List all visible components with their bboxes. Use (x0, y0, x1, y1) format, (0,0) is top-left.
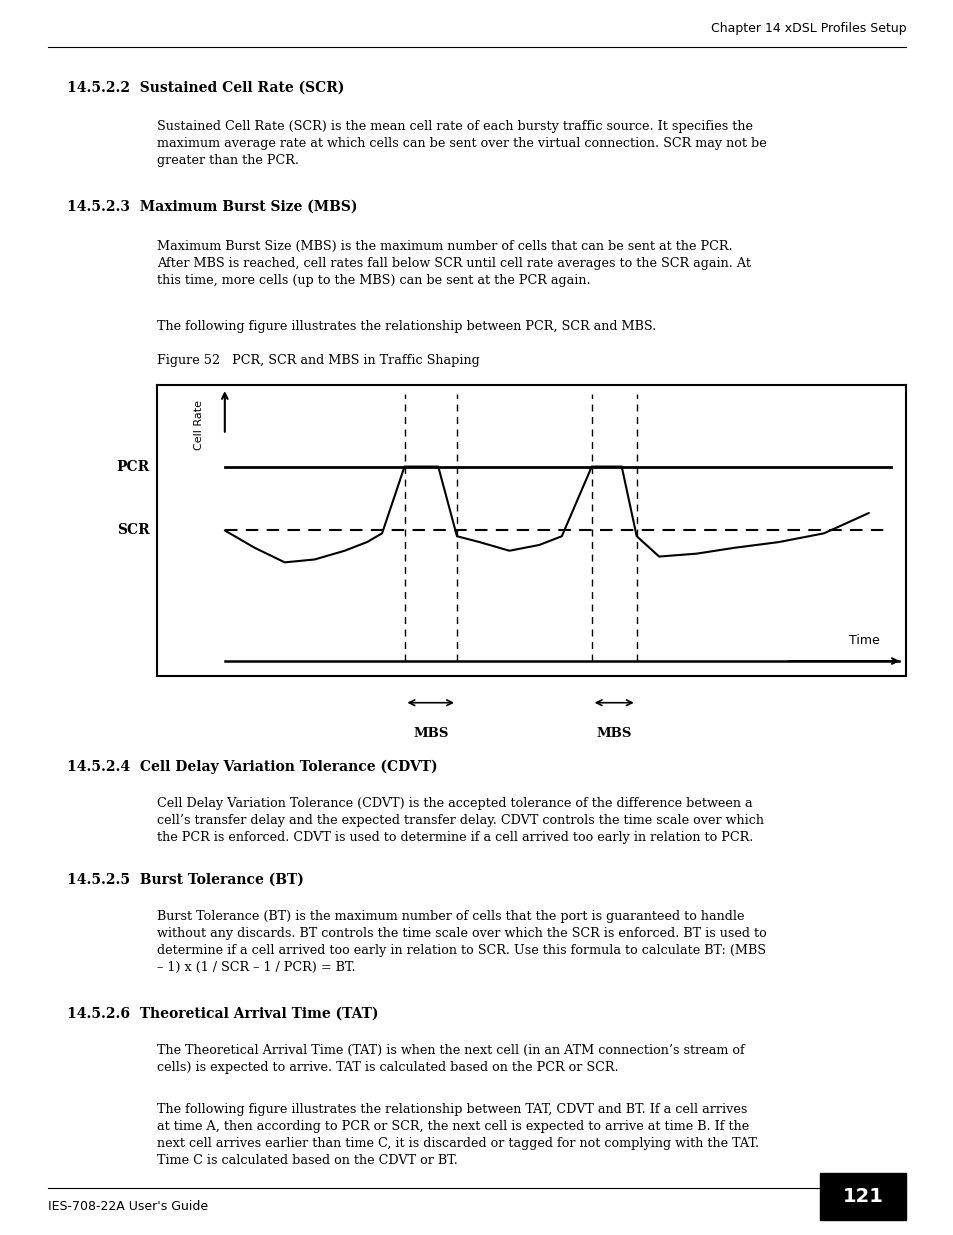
Text: PCR: PCR (116, 459, 150, 473)
Text: Cell Delay Variation Tolerance (CDVT) is the accepted tolerance of the differenc: Cell Delay Variation Tolerance (CDVT) is… (157, 797, 763, 844)
Text: 14.5.2.3  Maximum Burst Size (MBS): 14.5.2.3 Maximum Burst Size (MBS) (67, 200, 357, 214)
Text: 14.5.2.5  Burst Tolerance (BT): 14.5.2.5 Burst Tolerance (BT) (67, 873, 303, 887)
Text: 121: 121 (842, 1187, 882, 1207)
Text: Burst Tolerance (BT) is the maximum number of cells that the port is guaranteed : Burst Tolerance (BT) is the maximum numb… (157, 910, 766, 974)
Text: The following figure illustrates the relationship between TAT, CDVT and BT. If a: The following figure illustrates the rel… (157, 1103, 759, 1167)
Text: SCR: SCR (117, 524, 150, 537)
Text: 14.5.2.6  Theoretical Arrival Time (TAT): 14.5.2.6 Theoretical Arrival Time (TAT) (67, 1007, 378, 1020)
Text: Figure 52   PCR, SCR and MBS in Traffic Shaping: Figure 52 PCR, SCR and MBS in Traffic Sh… (157, 354, 479, 368)
Text: The Theoretical Arrival Time (TAT) is when the next cell (in an ATM connection’s: The Theoretical Arrival Time (TAT) is wh… (157, 1044, 744, 1073)
FancyBboxPatch shape (820, 1173, 905, 1220)
Text: Maximum Burst Size (MBS) is the maximum number of cells that can be sent at the : Maximum Burst Size (MBS) is the maximum … (157, 240, 751, 287)
Text: Cell Rate: Cell Rate (193, 400, 203, 450)
Text: MBS: MBS (596, 727, 631, 741)
Text: Time: Time (848, 634, 880, 647)
Text: Sustained Cell Rate (SCR) is the mean cell rate of each bursty traffic source. I: Sustained Cell Rate (SCR) is the mean ce… (157, 120, 766, 167)
Text: MBS: MBS (413, 727, 448, 741)
Text: IES-708-22A User's Guide: IES-708-22A User's Guide (48, 1200, 208, 1214)
Text: 14.5.2.4  Cell Delay Variation Tolerance (CDVT): 14.5.2.4 Cell Delay Variation Tolerance … (67, 760, 436, 774)
Text: 14.5.2.2  Sustained Cell Rate (SCR): 14.5.2.2 Sustained Cell Rate (SCR) (67, 80, 344, 94)
Text: The following figure illustrates the relationship between PCR, SCR and MBS.: The following figure illustrates the rel… (157, 320, 656, 333)
Text: Chapter 14 xDSL Profiles Setup: Chapter 14 xDSL Profiles Setup (710, 21, 905, 35)
